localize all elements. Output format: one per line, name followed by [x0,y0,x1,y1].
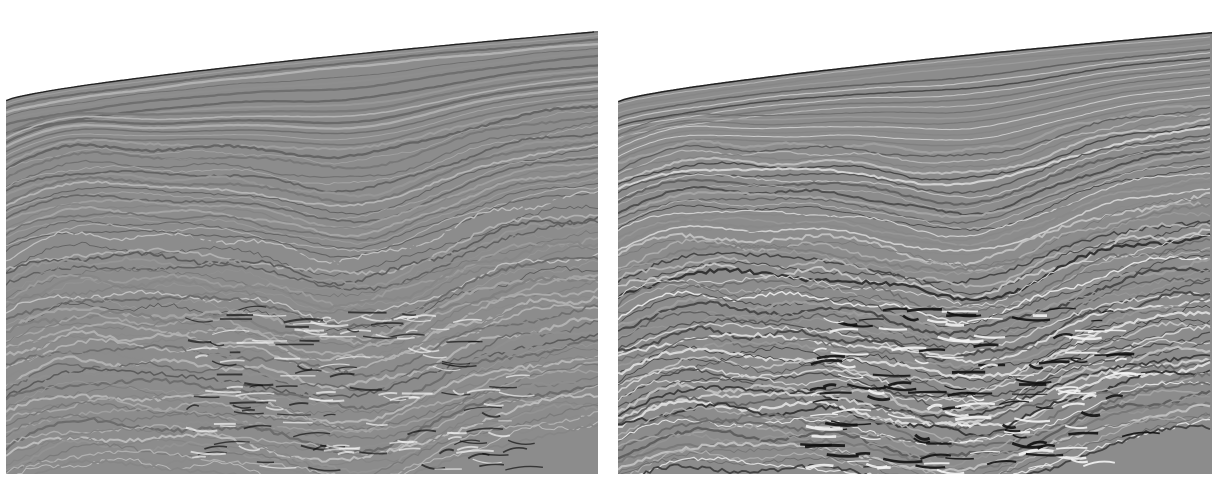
burst [856,453,870,454]
burst [924,463,950,464]
burst [908,392,947,393]
burst [252,340,287,341]
burst [945,324,964,325]
burst [815,427,840,428]
burst [1056,448,1087,449]
burst [812,436,837,437]
burst [805,445,845,446]
burst [316,392,336,393]
burst [242,410,255,411]
burst [1068,433,1098,434]
burst [276,386,298,387]
burst [274,358,300,359]
burst [447,433,467,434]
burst [847,461,868,462]
burst [220,426,235,427]
burst [294,330,324,331]
burst [873,375,911,376]
burst [820,392,852,393]
burst [946,315,976,316]
seismic-sections [0,0,1212,479]
burst [230,402,269,403]
burst [827,455,859,457]
burst [1026,454,1063,455]
burst [468,342,479,343]
